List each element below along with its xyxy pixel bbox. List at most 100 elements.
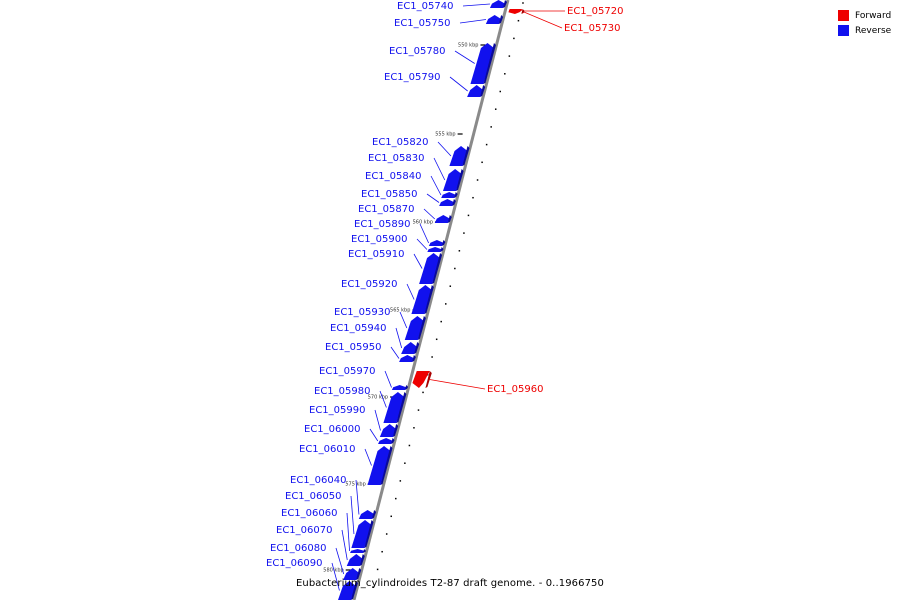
gene-feature-ec1-05820[interactable]: [449, 146, 468, 166]
gene-label-ec1-06040[interactable]: EC1_06040: [290, 475, 346, 486]
gene-feature-shade: [396, 392, 407, 423]
gene-feature-shade: [454, 192, 458, 198]
gene-label-ec1-06080[interactable]: EC1_06080: [270, 543, 326, 554]
gene-feature-ec1-06060[interactable]: [350, 549, 365, 553]
gene-leader: [429, 379, 486, 390]
gene-feature-ec1-05830[interactable]: [442, 169, 462, 191]
gene-feature-ec1-05850[interactable]: [439, 199, 454, 206]
gene-feature-shade: [404, 385, 409, 390]
gene-feature-ec1-06090[interactable]: [338, 581, 356, 600]
gene-feature-shade: [417, 316, 426, 340]
gene-feature-shade: [452, 199, 456, 206]
gene-leader: [523, 11, 563, 29]
gene-feature-shade: [412, 355, 416, 362]
gene-label-ec1-06070[interactable]: EC1_06070: [276, 525, 332, 536]
gene-feature-ec1-05790[interactable]: [467, 85, 484, 97]
gene-label-ec1-05840[interactable]: EC1_05840: [365, 171, 421, 182]
gene-label-ec1-05930[interactable]: EC1_05930: [334, 307, 390, 318]
gene-label-ec1-05830[interactable]: EC1_05830: [368, 153, 424, 164]
gene-feature-ec1-05920[interactable]: [411, 285, 432, 314]
gene-label-ec1-06050[interactable]: EC1_06050: [285, 491, 341, 502]
legend-forward-label: Forward: [855, 10, 892, 21]
gene-leader: [350, 495, 355, 535]
gene-feature-ec1-05900[interactable]: [427, 247, 442, 252]
gene-label-ec1-06090[interactable]: EC1_06090: [266, 558, 322, 569]
gene-feature-ec1-05960[interactable]: [412, 371, 430, 388]
gene-feature-ec1-05970[interactable]: [391, 385, 407, 390]
gene-label-ec1-06060[interactable]: EC1_06060: [281, 508, 337, 519]
gene-feature-shade: [462, 146, 470, 166]
gene-label-ec1-05980[interactable]: EC1_05980: [314, 386, 370, 397]
gene-feature-shade: [498, 15, 504, 24]
gene-feature-shade: [351, 581, 358, 600]
gene-feature-ec1-06010[interactable]: [367, 446, 391, 485]
gene-feature-ec1-06080[interactable]: [343, 568, 360, 580]
gene-feature-shade: [441, 240, 446, 246]
gene-label-ec1-05740[interactable]: EC1_05740: [397, 1, 453, 12]
gene-feature-ec1-05780[interactable]: [470, 43, 494, 84]
gene-feature-shade: [483, 43, 496, 84]
gene-feature-ec1-06070[interactable]: [346, 554, 363, 566]
gene-label-ec1-05970[interactable]: EC1_05970: [319, 366, 375, 377]
gene-label-ec1-05750[interactable]: EC1_05750: [394, 18, 450, 29]
gene-feature-ec1-05940[interactable]: [401, 342, 418, 354]
gene-label-ec1-05850[interactable]: EC1_05850: [361, 189, 417, 200]
gene-leader: [430, 175, 442, 196]
gene-label-ec1-05950[interactable]: EC1_05950: [325, 342, 381, 353]
gene-feature-shade: [440, 247, 444, 252]
gene-leader: [379, 390, 387, 408]
gene-label-ec1-05870[interactable]: EC1_05870: [358, 204, 414, 215]
gene-label-ec1-05910[interactable]: EC1_05910: [348, 249, 404, 260]
gene-leader: [449, 76, 468, 92]
legend-reverse: Reverse: [838, 23, 891, 38]
gene-label-ec1-06010[interactable]: EC1_06010: [299, 444, 355, 455]
gene-labels: EC1_05720 EC1_05730 EC1_05740 EC1_05750 EC1_…: [266, 1, 623, 591]
gene-leader: [369, 428, 379, 442]
gene-leader: [346, 512, 350, 552]
gene-feature-shade: [424, 285, 434, 314]
gene-label-ec1-05940[interactable]: EC1_05940: [330, 323, 386, 334]
gene-label-ec1-05820[interactable]: EC1_05820: [372, 137, 428, 148]
gene-feature-ec1-05870[interactable]: [434, 215, 450, 223]
gene-feature-ec1-05740[interactable]: [489, 0, 505, 8]
gene-feature-ec1-06040[interactable]: [358, 510, 375, 519]
gene-feature-ec1-05910[interactable]: [419, 253, 441, 284]
gene-feature-shade: [364, 520, 374, 548]
gene-leader: [416, 238, 428, 250]
gene-feature-shade: [455, 169, 464, 191]
gene-label-ec1-05790[interactable]: EC1_05790: [384, 72, 440, 83]
gene-feature-ec1-05990[interactable]: [379, 424, 397, 437]
gene-label-ec1-05990[interactable]: EC1_05990: [309, 405, 365, 416]
gene-leader: [459, 19, 487, 24]
legend: Forward Reverse: [838, 8, 891, 38]
gene-feature-ec1-05930[interactable]: [404, 316, 424, 340]
gene-feature-ec1-05730[interactable]: [508, 10, 523, 14]
gene-label-ec1-05780[interactable]: EC1_05780: [389, 46, 445, 57]
gene-label-ec1-06000[interactable]: EC1_06000: [304, 424, 360, 435]
gene-feature-shade: [521, 10, 525, 14]
gene-feature-ec1-06000[interactable]: [378, 438, 393, 444]
gene-leader: [390, 346, 400, 359]
gene-label-ec1-05920[interactable]: EC1_05920: [341, 279, 397, 290]
gene-label-ec1-05890[interactable]: EC1_05890: [354, 219, 410, 230]
genome-caption: Eubacterium_cylindroides T2-87 draft gen…: [296, 578, 604, 589]
position-label: 560 kbp: [413, 220, 433, 226]
gene-feature-ec1-05840[interactable]: [441, 192, 456, 198]
gene-leader: [462, 3, 491, 7]
reverse-swatch: [838, 25, 849, 36]
gene-feature-shade: [391, 438, 395, 444]
gene-leader: [335, 547, 345, 575]
position-label: 570 kbp: [368, 395, 388, 401]
gene-feature-ec1-05750[interactable]: [485, 15, 502, 24]
gene-feature-ec1-05980[interactable]: [383, 392, 405, 423]
gene-leader: [419, 223, 429, 244]
gene-label-ec1-05960[interactable]: EC1_05960: [487, 384, 543, 395]
gene-label-ec1-05720[interactable]: EC1_05720: [567, 6, 623, 17]
position-label: 550 kbp: [458, 43, 478, 49]
gene-leader: [423, 208, 436, 220]
gene-feature-ec1-05950[interactable]: [399, 355, 414, 362]
gene-feature-ec1-05890[interactable]: [428, 240, 444, 246]
gene-label-ec1-05900[interactable]: EC1_05900: [351, 234, 407, 245]
gene-label-ec1-05730[interactable]: EC1_05730: [564, 23, 620, 34]
